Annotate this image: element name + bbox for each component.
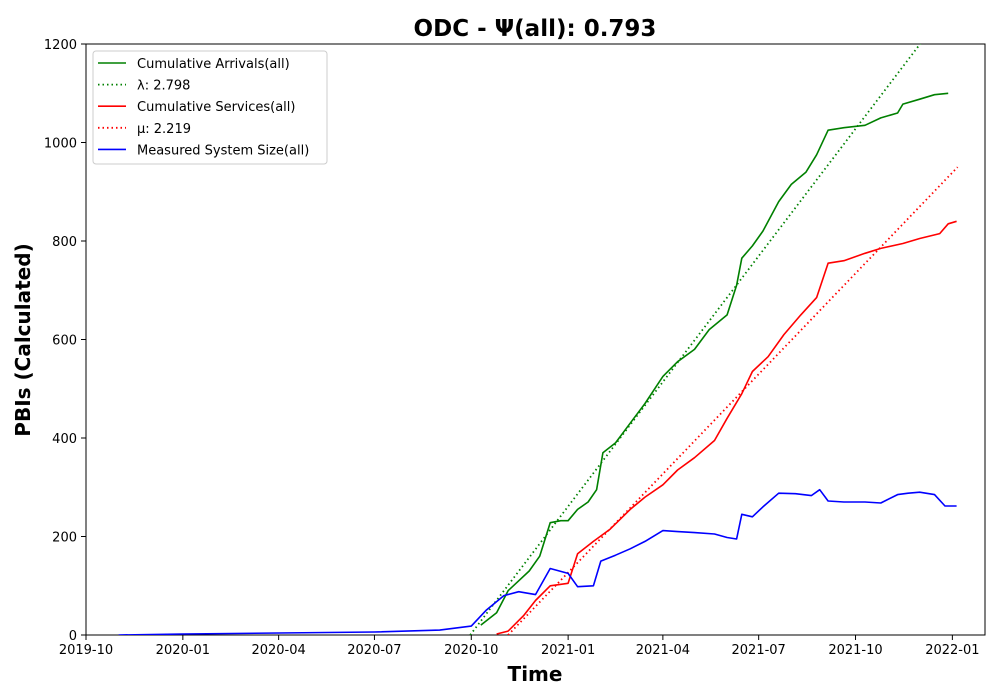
- series-line-4: [118, 488, 957, 635]
- x-tick-label: 2020-10: [444, 643, 498, 658]
- x-tick-label: 2020-07: [347, 643, 401, 658]
- y-tick-label: 1000: [44, 137, 77, 152]
- legend: Cumulative Arrivals(all) λ: 2.798 Cumulati…: [92, 50, 328, 165]
- x-tick-label: 2022-01: [925, 643, 979, 658]
- y-tick-label: 1200: [44, 38, 77, 53]
- legend-frame: [92, 50, 328, 165]
- legend-label-3: μ: 2.219: [137, 122, 191, 137]
- series-line-1: [469, 44, 922, 635]
- legend-label-2: Cumulative Services(all): [137, 100, 295, 115]
- x-tick-label: 2021-01: [541, 643, 595, 658]
- legend-label-4: Measured System Size(all): [137, 143, 309, 158]
- y-axis: 0 200 400 600 800 1000 1200: [44, 38, 86, 644]
- y-tick-label: 0: [69, 629, 77, 644]
- x-tick-label: 2021-07: [732, 643, 786, 658]
- y-tick-label: 200: [52, 531, 77, 546]
- series-layer: [118, 44, 959, 635]
- y-tick-label: 600: [52, 334, 77, 349]
- y-tick-label: 400: [52, 432, 77, 447]
- legend-label-0: Cumulative Arrivals(all): [137, 57, 290, 72]
- x-axis: 2019-10 2020-01 2020-04 2020-07 2020-10 2021-…: [59, 635, 980, 658]
- x-tick-label: 2021-04: [636, 643, 690, 658]
- series-line-0: [480, 92, 949, 626]
- series-line-2: [496, 220, 957, 635]
- x-tick-label: 2019-10: [59, 643, 113, 658]
- legend-label-1: λ: 2.798: [137, 79, 190, 94]
- x-axis-label: Time: [508, 662, 563, 686]
- series-line-3: [507, 166, 959, 635]
- x-tick-label: 2021-10: [828, 643, 882, 658]
- y-tick-label: 800: [52, 235, 77, 250]
- x-tick-label: 2020-04: [251, 643, 305, 658]
- x-tick-label: 2020-01: [156, 643, 210, 658]
- chart-title: ODC - Ψ(all): 0.793: [414, 16, 657, 42]
- y-axis-label: PBIs (Calculated): [11, 243, 35, 436]
